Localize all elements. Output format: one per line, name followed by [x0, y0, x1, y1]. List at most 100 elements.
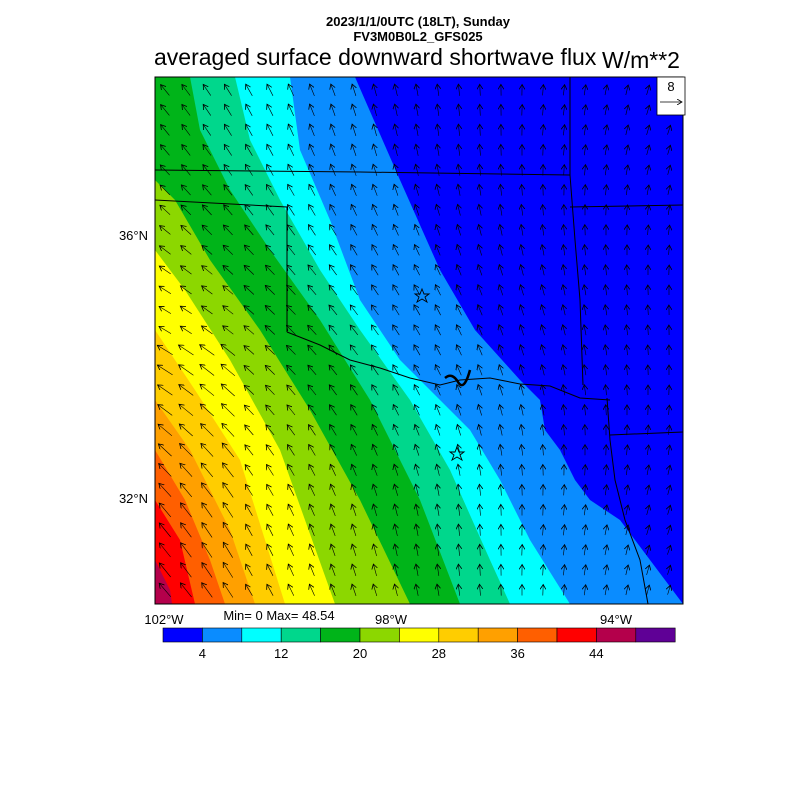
wind-vector	[584, 585, 585, 596]
wind-vector	[563, 305, 565, 316]
wind-vector	[585, 185, 586, 196]
wind-vector	[563, 565, 564, 576]
wind-vector	[246, 544, 253, 556]
wind-vector	[437, 544, 439, 556]
colorbar-label: 44	[589, 646, 603, 661]
wind-vector	[373, 204, 378, 216]
wind-vector	[200, 404, 214, 417]
wind-vector	[267, 185, 274, 196]
wind-vector	[606, 265, 607, 276]
wind-vector	[458, 104, 459, 116]
wind-vector	[415, 184, 418, 196]
wind-vector	[584, 385, 585, 396]
wind-vector	[521, 245, 523, 256]
wind-vector	[350, 285, 358, 296]
wind-vector	[288, 584, 295, 596]
wind-vector	[309, 205, 316, 216]
wind-vector	[478, 325, 482, 336]
wind-vector	[395, 84, 398, 96]
colorbar-swatch	[556, 627, 597, 643]
wind-vector	[158, 444, 172, 457]
wind-vector	[266, 405, 275, 416]
wind-vector	[457, 365, 462, 376]
wind-vector	[203, 124, 212, 136]
wind-vector	[160, 205, 171, 215]
wind-vector	[159, 523, 171, 538]
wind-vector	[585, 245, 586, 256]
wind-vector	[480, 144, 481, 156]
wind-vector	[373, 124, 376, 136]
wind-vector	[266, 445, 275, 456]
wind-vector	[668, 525, 671, 535]
wind-vector	[647, 525, 650, 535]
wind-vector	[605, 345, 607, 356]
wind-vector	[265, 285, 275, 295]
wind-vector	[584, 325, 586, 336]
wind-vector	[202, 246, 213, 255]
wind-vector	[159, 583, 172, 597]
wind-vector	[605, 545, 607, 556]
wind-vector	[626, 505, 628, 516]
wind-vector	[584, 285, 586, 296]
wind-vector	[416, 584, 418, 596]
wind-vector	[669, 245, 670, 255]
wind-vector	[627, 265, 628, 276]
state-boundaries	[155, 77, 683, 604]
wind-vector	[563, 245, 564, 256]
wind-vector	[331, 504, 336, 517]
colorbar-swatch	[438, 627, 479, 643]
wind-vector	[221, 344, 236, 356]
wind-vector	[308, 265, 317, 276]
wind-vector	[331, 144, 336, 157]
wind-vector	[563, 385, 565, 396]
wind-vector	[668, 205, 670, 215]
wind-vector	[437, 144, 439, 156]
wind-vector	[288, 484, 295, 496]
wind-vector	[393, 385, 400, 396]
wind-vector	[668, 485, 671, 495]
wind-vector	[159, 483, 172, 497]
wind-vector	[352, 124, 356, 136]
wind-vector	[223, 266, 234, 275]
wind-vector	[605, 325, 607, 336]
wind-vector	[352, 84, 356, 96]
wind-vector	[458, 464, 460, 476]
wind-vector	[584, 305, 586, 316]
wind-vector	[288, 205, 295, 216]
wind-vector	[499, 345, 503, 356]
wind-vector	[351, 425, 358, 436]
colorbar-swatch	[359, 627, 400, 643]
wind-vector	[479, 225, 482, 236]
wind-vector	[351, 385, 358, 396]
wind-vector	[627, 345, 628, 356]
wind-vector	[648, 305, 649, 316]
wind-vector	[352, 544, 356, 556]
wind-vector	[668, 225, 669, 235]
wind-vector	[246, 144, 253, 156]
wind-vector	[223, 583, 234, 598]
wind-vector	[159, 246, 171, 255]
wind-vector	[180, 286, 192, 295]
wind-vector	[393, 285, 400, 296]
wind-vector	[266, 425, 275, 436]
wind-vector	[564, 145, 565, 156]
wind-vector	[266, 205, 275, 216]
wind-vector	[668, 125, 671, 135]
wind-vector	[267, 504, 274, 516]
wind-vector	[458, 484, 460, 496]
wind-vector	[372, 425, 378, 436]
wind-vector	[203, 185, 212, 196]
wind-vector	[161, 85, 170, 96]
units-label: W/m**2	[602, 47, 680, 73]
wind-vector	[457, 285, 462, 296]
wind-vector	[287, 345, 296, 355]
wind-vector	[584, 505, 585, 516]
wind-vector	[330, 425, 337, 436]
wind-vector	[266, 385, 275, 395]
wind-vector	[267, 544, 274, 556]
wind-vector	[287, 245, 296, 256]
wind-vector	[521, 225, 523, 236]
colorbar-swatch	[241, 627, 282, 643]
wind-vector	[500, 444, 502, 456]
wind-vector	[181, 266, 192, 275]
